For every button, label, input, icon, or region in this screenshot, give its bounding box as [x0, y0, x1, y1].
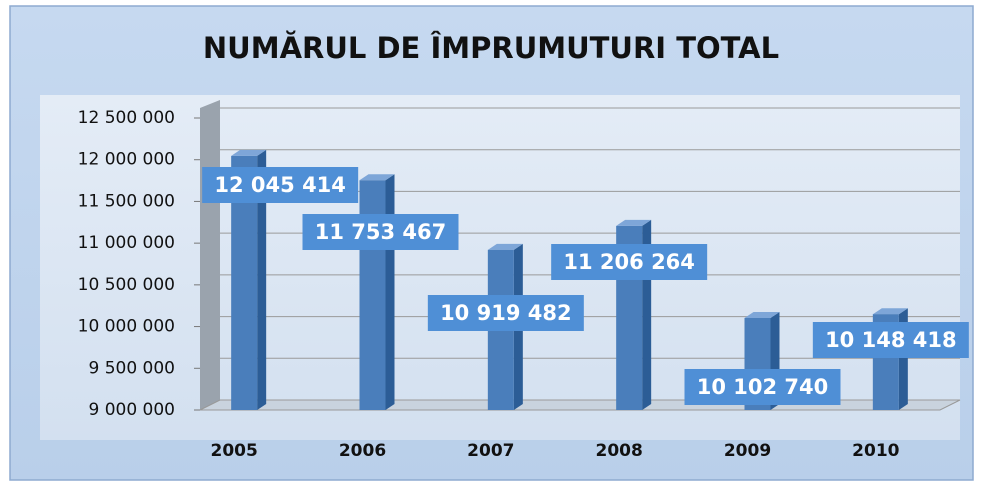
bar-top — [872, 308, 908, 315]
y-tick-label: 12 000 000 — [78, 150, 175, 170]
y-tick-label: 9 000 000 — [88, 400, 175, 420]
y-tick-label: 9 500 000 — [88, 358, 175, 378]
value-label-box — [302, 214, 459, 250]
value-label: 10 919 482 — [440, 301, 572, 325]
bar — [359, 174, 395, 410]
bar-top — [616, 219, 652, 226]
bar-top — [231, 149, 267, 156]
x-tick-label: 2006 — [339, 441, 386, 461]
bar-top — [487, 243, 523, 250]
y-tick-label: 11 500 000 — [78, 191, 175, 211]
bar-side — [385, 174, 395, 410]
y-tick-label: 10 000 000 — [78, 317, 175, 337]
value-label: 10 102 740 — [697, 375, 829, 399]
x-tick-label: 2008 — [596, 441, 643, 461]
chart-title: NUMĂRUL DE ÎMPRUMUTURI TOTAL — [203, 31, 779, 65]
y-tick-label: 11 000 000 — [78, 233, 175, 253]
value-label: 11 753 467 — [315, 220, 447, 244]
y-tick-label: 10 500 000 — [78, 275, 175, 295]
bar-top — [359, 174, 395, 181]
bar-top — [744, 311, 780, 318]
side-wall — [200, 100, 220, 410]
value-label: 10 148 418 — [825, 328, 957, 352]
value-label-box — [427, 295, 584, 331]
floor — [199, 399, 961, 411]
y-tick-label: 12 500 000 — [78, 108, 175, 128]
x-tick-label: 2009 — [724, 441, 771, 461]
x-tick-label: 2010 — [852, 441, 899, 461]
value-label-box — [202, 167, 359, 203]
value-label: 12 045 414 — [214, 173, 346, 197]
x-tick-label: 2005 — [211, 441, 258, 461]
value-label-box — [551, 244, 708, 280]
bar-side — [257, 149, 267, 410]
value-label-box — [812, 322, 969, 358]
x-tick-label: 2007 — [467, 441, 514, 461]
value-label: 11 206 264 — [563, 250, 695, 274]
value-label-box — [684, 369, 841, 405]
